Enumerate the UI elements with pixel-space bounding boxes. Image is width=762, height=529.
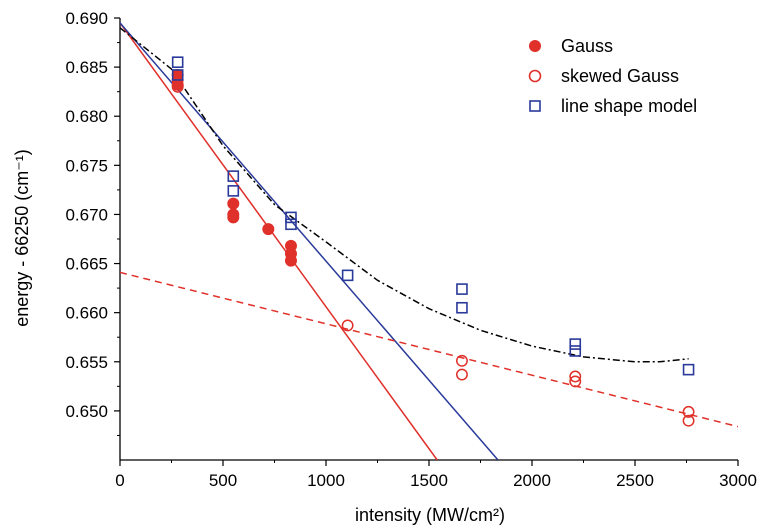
line-shape-point <box>171 56 184 69</box>
x-tick-label: 2000 <box>513 471 551 490</box>
line-shape-point <box>285 218 297 231</box>
y-tick-label: 0.685 <box>65 58 108 77</box>
y-tick-label: 0.660 <box>65 304 108 323</box>
legend-line-shape-marker <box>529 100 541 112</box>
line-shape-point <box>569 345 582 357</box>
skewed-gauss-point <box>682 405 695 418</box>
fit-line-solid <box>120 22 499 460</box>
x-tick-label: 1000 <box>307 471 345 490</box>
legend: Gauss skewed Gauss line shape model <box>528 36 697 116</box>
y-tick-label: 0.690 <box>65 9 108 28</box>
fit-line-solid <box>120 22 438 460</box>
legend-gauss-marker <box>529 40 541 52</box>
line-shape-point <box>456 301 468 314</box>
legend-label: Gauss <box>561 36 613 56</box>
x-tick-label: 3000 <box>719 471 757 490</box>
x-axis-label: intensity (MW/cm²) <box>355 505 505 525</box>
y-tick-label: 0.680 <box>65 107 108 126</box>
fit-lines <box>120 22 738 460</box>
y-tick-label: 0.675 <box>65 156 108 175</box>
legend-skewed-gauss-marker <box>528 69 542 83</box>
skewed-gauss-point <box>682 414 695 427</box>
skewed-gauss-point <box>569 375 582 388</box>
x-tick-label: 0 <box>115 471 124 490</box>
legend-label: line shape model <box>561 96 697 116</box>
line-shape-point <box>227 185 240 197</box>
y-tick-label: 0.670 <box>65 205 108 224</box>
fit-line-dash-dot <box>120 27 689 363</box>
gauss-point <box>262 223 275 236</box>
line-shape-point <box>456 283 468 295</box>
line-shape-point <box>682 363 695 376</box>
legend-label: skewed Gauss <box>561 66 679 86</box>
line-shape-point <box>285 211 297 224</box>
y-tick-label: 0.655 <box>65 353 108 372</box>
line-shape-point <box>171 69 184 81</box>
skewed-gauss-point <box>171 80 184 93</box>
gauss-point <box>284 254 297 267</box>
skewed-gauss-point <box>569 370 582 383</box>
y-tick-label: 0.650 <box>65 402 108 421</box>
line-shape-point <box>227 170 240 182</box>
y-tick-label: 0.665 <box>65 255 108 274</box>
y-axis-label: energy - 66250 (cm⁻¹) <box>12 149 32 327</box>
skewed-gauss-point <box>456 354 468 367</box>
gauss-point <box>227 197 240 210</box>
axes: 0 500 1000 1500 2000 2500 3000 0.650 0.655 0.660 0… <box>65 9 756 490</box>
fit-line-dashed <box>120 271 738 428</box>
x-tick-label: 1500 <box>410 471 448 490</box>
data-points <box>171 56 695 427</box>
line-shape-point <box>569 338 582 350</box>
x-tick-label: 500 <box>209 471 237 490</box>
gauss-point <box>227 211 240 224</box>
skewed-gauss-point <box>341 319 354 332</box>
line-shape-point <box>341 269 354 282</box>
skewed-gauss-point <box>456 368 468 381</box>
x-tick-label: 2500 <box>616 471 654 490</box>
